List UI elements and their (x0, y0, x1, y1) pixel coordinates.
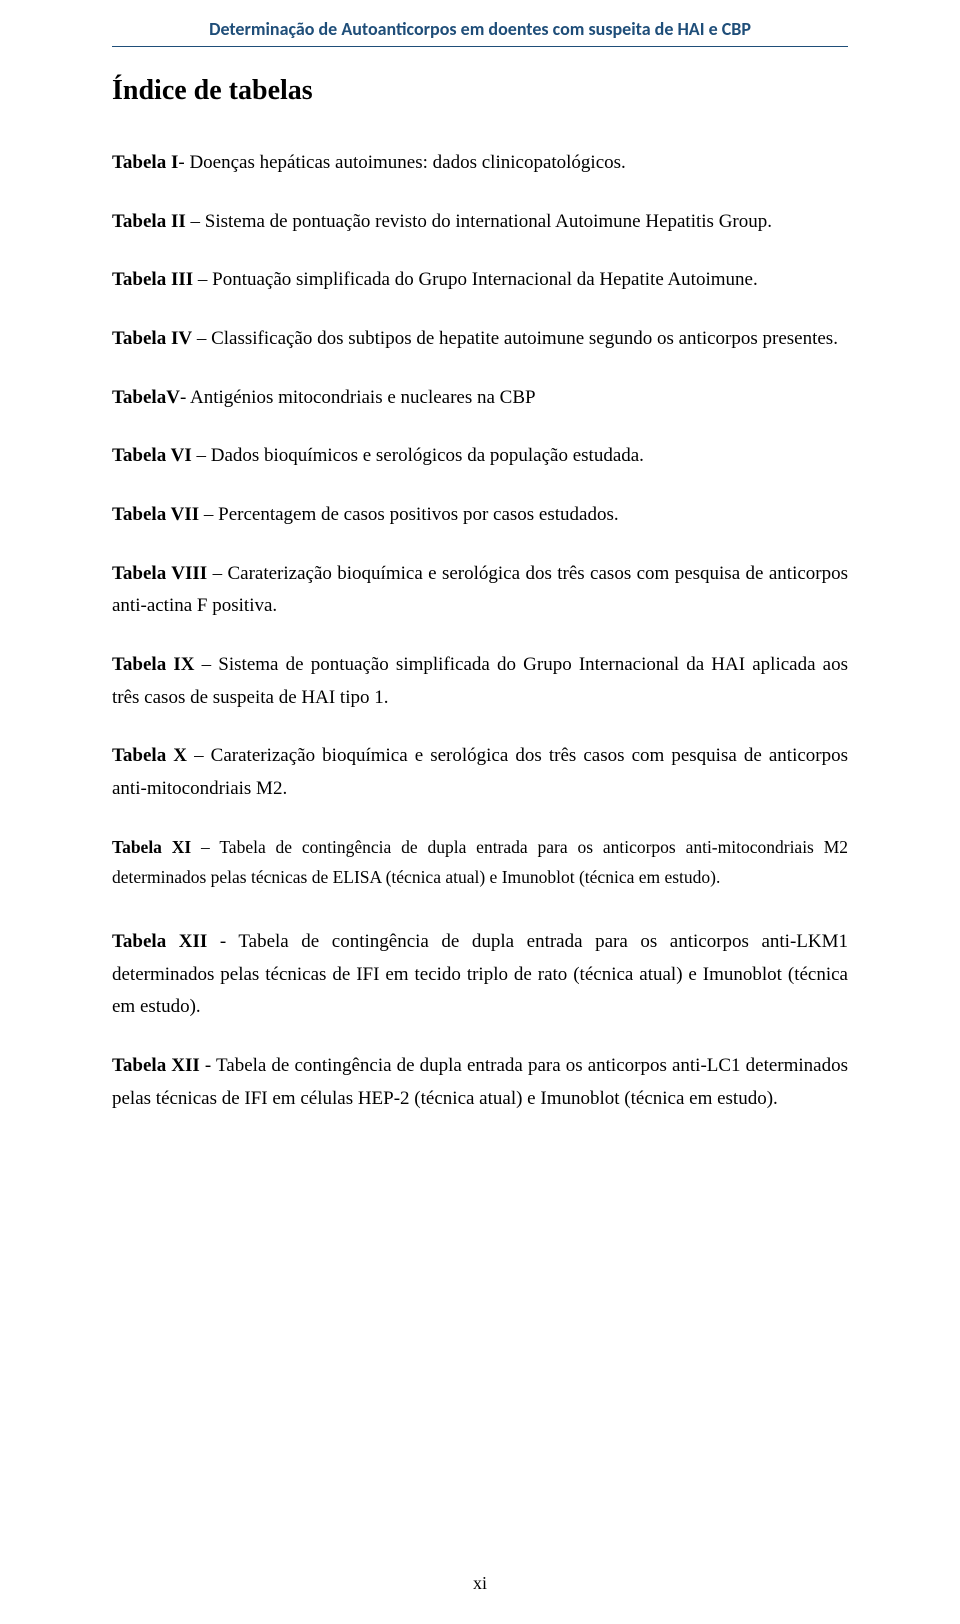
table-entry: Tabela VI – Dados bioquímicos e serológi… (112, 440, 848, 473)
table-entry: Tabela VII – Percentagem de casos positi… (112, 499, 848, 532)
page-number: xi (0, 1573, 960, 1594)
table-entry: Tabela I- Doenças hepáticas autoimunes: … (112, 147, 848, 180)
table-entry: Tabela X – Caraterização bioquímica e se… (112, 740, 848, 805)
running-header: Determinação de Autoanticorpos em doente… (0, 0, 960, 40)
table-entry: Tabela IX – Sistema de pontuação simplif… (112, 649, 848, 714)
table-entry: Tabela XII - Tabela de contingência de d… (112, 1050, 848, 1115)
table-entry: TabelaV- Antigénios mitocondriais e nucl… (112, 382, 848, 415)
page-content: Índice de tabelas Tabela I- Doenças hepá… (0, 47, 960, 1115)
table-entry: Tabela IV – Classificação dos subtipos d… (112, 323, 848, 356)
table-entry: Tabela VIII – Caraterização bioquímica e… (112, 558, 848, 623)
table-entry: Tabela III – Pontuação simplificada do G… (112, 264, 848, 297)
page-title: Índice de tabelas (112, 75, 848, 107)
table-entry: Tabela XI – Tabela de contingência de du… (112, 832, 848, 892)
table-entry: Tabela XII - Tabela de contingência de d… (112, 926, 848, 1024)
table-entry: Tabela II – Sistema de pontuação revisto… (112, 206, 848, 239)
